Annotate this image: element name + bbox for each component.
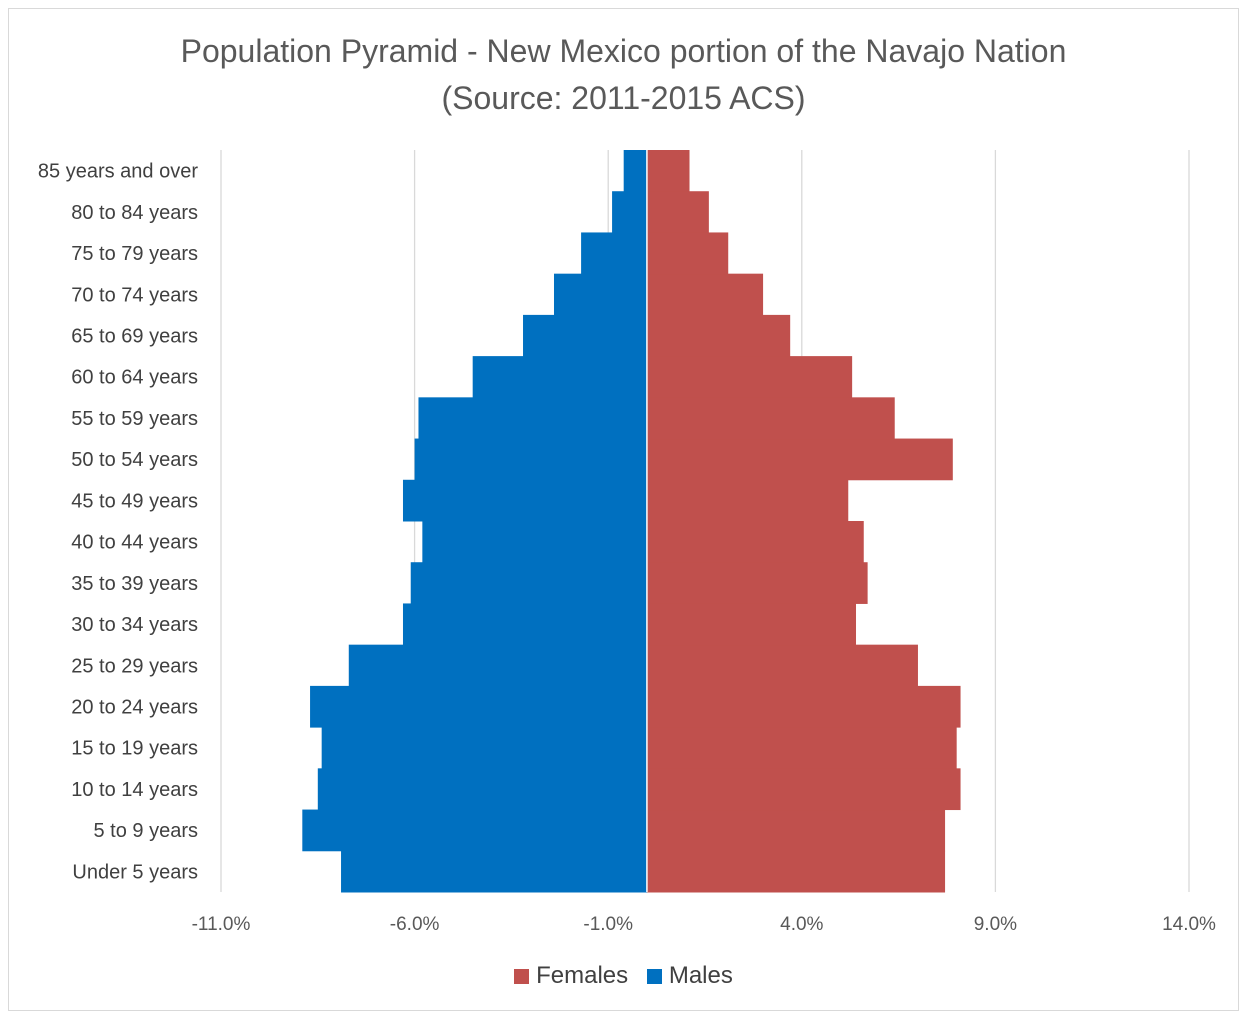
bar-females-15 <box>646 232 729 275</box>
bar-females-14 <box>646 273 764 316</box>
y-category-label-9: 45 to 49 years <box>71 490 198 512</box>
bar-females-10 <box>646 438 953 481</box>
bar-females-11 <box>646 397 895 440</box>
bar-females-7 <box>646 562 868 604</box>
bar-females-8 <box>646 521 864 563</box>
bar-females-9 <box>646 479 849 522</box>
bar-males-11 <box>418 397 647 440</box>
bar-males-7 <box>410 562 647 604</box>
y-category-label-11: 55 to 59 years <box>71 408 198 430</box>
bar-males-2 <box>317 768 647 811</box>
x-tick-label-4: 9.0% <box>974 914 1017 935</box>
bar-females-6 <box>646 603 857 646</box>
bar-females-0 <box>646 850 946 893</box>
y-category-label-2: 10 to 14 years <box>71 779 198 801</box>
bar-males-8 <box>422 521 647 563</box>
bar-females-13 <box>646 314 791 357</box>
bar-males-17 <box>623 150 647 192</box>
y-category-label-7: 35 to 39 years <box>71 573 198 595</box>
x-tick-label-2: -1.0% <box>583 914 633 935</box>
y-category-label-1: 5 to 9 years <box>93 820 198 842</box>
legend-swatch-females <box>514 968 530 984</box>
y-category-label-5: 25 to 29 years <box>71 655 198 677</box>
y-category-label-14: 70 to 74 years <box>71 284 198 306</box>
y-category-label-13: 65 to 69 years <box>71 326 198 348</box>
bar-males-12 <box>472 356 647 398</box>
x-tick-label-3: 4.0% <box>780 914 823 935</box>
y-category-label-0: Under 5 years <box>72 861 198 883</box>
bar-males-0 <box>341 850 647 893</box>
legend-item-females: Females <box>514 962 628 990</box>
chart-subtitle: (Source: 2011-2015 ACS) <box>441 80 806 116</box>
legend-label-males: Males <box>668 962 733 989</box>
bar-males-4 <box>310 685 647 728</box>
y-category-label-15: 75 to 79 years <box>71 243 198 265</box>
bar-males-9 <box>402 479 647 522</box>
bar-females-5 <box>646 644 918 687</box>
bar-males-14 <box>553 273 647 316</box>
y-category-label-6: 30 to 34 years <box>71 614 198 636</box>
bar-males-15 <box>581 232 647 275</box>
bar-males-6 <box>402 603 647 646</box>
bar-females-2 <box>646 768 961 811</box>
bar-males-3 <box>321 727 647 769</box>
y-category-label-3: 15 to 19 years <box>71 738 198 760</box>
chart-title-block: Population Pyramid - New Mexico portion … <box>0 28 1247 122</box>
chart-title: Population Pyramid - New Mexico portion … <box>180 33 1067 69</box>
y-category-label-8: 40 to 44 years <box>71 532 198 554</box>
legend-label-females: Females <box>536 962 629 989</box>
bar-females-3 <box>646 727 957 769</box>
bar-males-1 <box>302 809 647 852</box>
y-category-label-16: 80 to 84 years <box>71 202 198 224</box>
bar-females-17 <box>646 150 690 192</box>
x-tick-label-1: -6.0% <box>390 914 440 935</box>
bar-males-10 <box>414 438 647 481</box>
bar-males-13 <box>523 314 647 357</box>
bar-females-16 <box>646 191 709 233</box>
bar-females-1 <box>646 809 946 852</box>
y-category-label-10: 50 to 54 years <box>71 449 198 471</box>
legend-swatch-males <box>646 968 662 984</box>
bar-females-4 <box>646 685 961 728</box>
bar-males-16 <box>612 191 647 233</box>
legend-item-males: Males <box>646 962 733 990</box>
bar-males-5 <box>348 644 647 687</box>
bar-females-12 <box>646 356 853 398</box>
x-tick-label-5: 14.0% <box>1162 914 1216 935</box>
y-category-label-17: 85 years and over <box>38 161 198 183</box>
y-category-label-4: 20 to 24 years <box>71 697 198 719</box>
legend: Females Males <box>0 962 1247 991</box>
x-tick-label-0: -11.0% <box>192 914 251 935</box>
y-category-label-12: 60 to 64 years <box>71 367 198 389</box>
